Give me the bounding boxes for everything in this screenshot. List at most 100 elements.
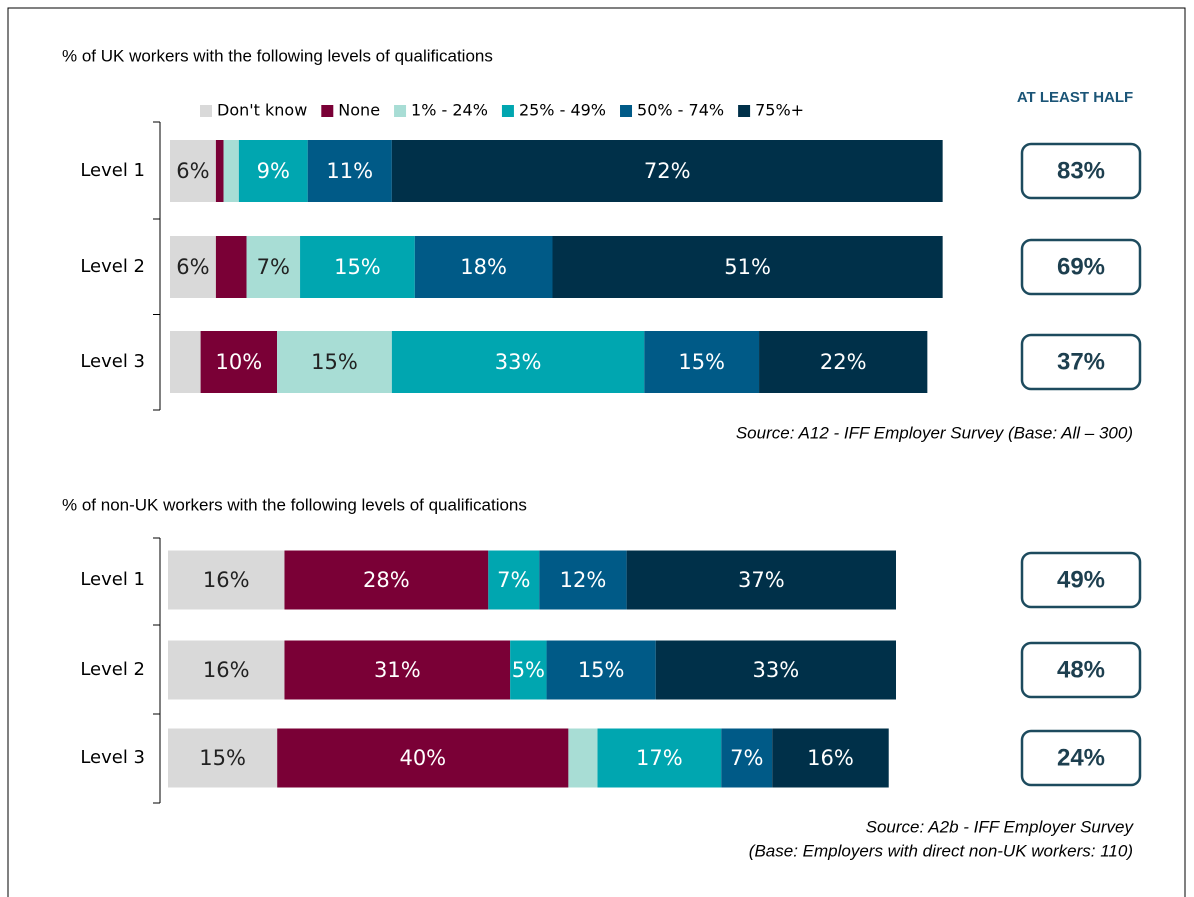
frame — [7, 7, 1186, 897]
legend-label: 75%+ — [755, 101, 804, 120]
bar-segment — [238, 140, 308, 202]
bar-segment — [655, 640, 896, 700]
category-label: Level 1 — [80, 160, 145, 181]
category-label: Level 2 — [80, 659, 145, 680]
source-note: Source: A2b - IFF Employer Survey — [866, 817, 1135, 836]
data-label: 11% — [326, 159, 373, 183]
bar-segment — [644, 331, 760, 393]
data-label: 10% — [216, 350, 263, 374]
data-label: 15% — [199, 746, 246, 770]
legend-label: 1% - 24% — [411, 101, 488, 120]
legend-label: None — [338, 101, 380, 120]
legend-swatch — [738, 105, 751, 117]
bar-segment — [168, 550, 285, 610]
chart-title: % of non-UK workers with the following l… — [62, 495, 527, 514]
data-label: 15% — [678, 350, 725, 374]
bar-segment — [168, 728, 278, 788]
summary-box — [1020, 238, 1142, 296]
data-label: 15% — [334, 255, 381, 279]
bar-segment — [597, 728, 722, 788]
data-label: 7% — [497, 568, 530, 592]
data-label: 9% — [257, 159, 290, 183]
bar-segment — [626, 550, 896, 610]
summary-box — [1020, 729, 1142, 787]
summary-title: AT LEAST HALF — [1017, 89, 1133, 106]
summary-label: 48% — [1057, 656, 1105, 683]
source-note: Source: A12 - IFF Employer Survey (Base:… — [736, 423, 1133, 442]
bar-segment — [200, 331, 278, 393]
data-label: 31% — [374, 658, 421, 682]
bar-segment — [284, 550, 489, 610]
bar-segment — [170, 236, 216, 298]
data-label: 15% — [311, 350, 358, 374]
bar-segment — [215, 236, 247, 298]
summary-box — [1020, 142, 1142, 200]
legend-swatch — [501, 105, 514, 117]
bar-segment — [721, 728, 773, 788]
bar-segment — [277, 331, 392, 393]
legend-label: 50% - 74% — [637, 101, 724, 120]
data-label: 5% — [512, 658, 545, 682]
bar-segment — [568, 728, 598, 788]
bar-segment — [414, 236, 553, 298]
chart-title: % of UK workers with the following level… — [62, 46, 493, 65]
category-label: Level 3 — [80, 351, 145, 372]
data-label: 16% — [807, 746, 854, 770]
bar-segment — [488, 550, 540, 610]
data-label: 22% — [820, 350, 867, 374]
category-label: Level 1 — [80, 569, 145, 590]
data-label: 28% — [363, 568, 410, 592]
bar-segment — [759, 331, 928, 393]
data-label: 72% — [644, 159, 691, 183]
category-label: Level 3 — [80, 747, 145, 768]
source-note: (Base: Employers with direct non-UK work… — [749, 841, 1133, 860]
bar-segment — [168, 640, 285, 700]
summary-box — [1020, 551, 1142, 609]
summary-label: 37% — [1057, 348, 1105, 375]
bar-segment — [539, 550, 627, 610]
category-label: Level 2 — [80, 256, 145, 277]
data-label: 51% — [724, 255, 771, 279]
bar-segment — [284, 640, 511, 700]
summary-box — [1020, 333, 1142, 391]
summary-box — [1020, 641, 1142, 699]
data-label: 12% — [560, 568, 607, 592]
bar-segment — [246, 236, 301, 298]
bar-segment — [552, 236, 943, 298]
data-label: 16% — [203, 658, 250, 682]
bar-segment — [510, 640, 547, 700]
summary-label: 69% — [1057, 253, 1105, 280]
data-label: 18% — [460, 255, 507, 279]
data-label: 33% — [753, 658, 800, 682]
data-label: 6% — [176, 159, 209, 183]
bar-segment — [391, 331, 645, 393]
bar-segment — [772, 728, 889, 788]
data-label: 6% — [176, 255, 209, 279]
legend-label: Don't know — [217, 101, 307, 120]
data-label: 40% — [399, 746, 446, 770]
legend-swatch — [620, 105, 633, 117]
data-label: 7% — [730, 746, 763, 770]
legend-swatch — [200, 105, 212, 117]
data-label: 17% — [636, 746, 683, 770]
data-label: 15% — [578, 658, 625, 682]
data-label: 33% — [495, 350, 542, 374]
bar-segment — [391, 140, 943, 202]
bar-segment — [307, 140, 392, 202]
summary-label: 24% — [1057, 744, 1105, 771]
summary-label: 83% — [1057, 157, 1105, 184]
bar-segment — [170, 331, 201, 393]
data-label: 7% — [257, 255, 290, 279]
legend-swatch — [321, 105, 334, 117]
summary-label: 49% — [1057, 566, 1105, 593]
bar-segment — [215, 140, 224, 202]
data-label: 16% — [203, 568, 250, 592]
bar-segment — [300, 236, 415, 298]
bar-segment — [223, 140, 239, 202]
legend-label: 25% - 49% — [519, 101, 606, 120]
bar-segment — [546, 640, 656, 700]
legend-swatch — [394, 105, 407, 117]
data-label: 37% — [738, 568, 785, 592]
bar-segment — [277, 728, 569, 788]
